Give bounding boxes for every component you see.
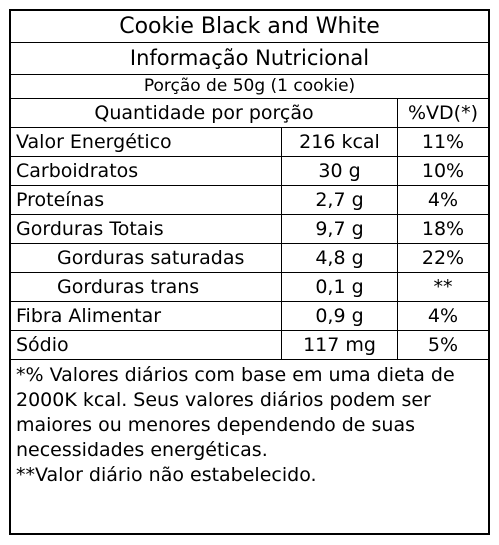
nutrient-amount: 0,1 g xyxy=(281,273,397,301)
footnotes: *% Valores diários com base em uma dieta… xyxy=(11,360,488,488)
table-header: Quantidade por porção %VD(*) xyxy=(11,99,488,128)
nutrient-amount: 30 g xyxy=(281,157,397,185)
nutrient-daily-value: 11% xyxy=(397,128,488,156)
nutrient-name: Gorduras saturadas xyxy=(57,247,245,269)
nutrition-facts-label: Cookie Black and White Informação Nutric… xyxy=(9,9,490,535)
nutrient-row-trans-fat: Gorduras trans 0,1 g ** xyxy=(11,273,488,302)
nutrient-row-saturated-fat: Gorduras saturadas 4,8 g 22% xyxy=(11,244,488,273)
panel-title: Informação Nutricional xyxy=(11,43,488,75)
nutrient-row-fiber: Fibra Alimentar 0,9 g 4% xyxy=(11,302,488,331)
nutrient-row-total-fat: Gorduras Totais 9,7 g 18% xyxy=(11,215,488,244)
nutrient-name: Proteínas xyxy=(16,189,105,211)
nutrient-amount: 2,7 g xyxy=(281,186,397,214)
nutrient-amount: 4,8 g xyxy=(281,244,397,272)
nutrient-name: Gorduras trans xyxy=(57,276,200,298)
daily-values-footnote: *% Valores diários com base em uma dieta… xyxy=(16,364,455,461)
nutrient-row-energy: Valor Energético 216 kcal 11% xyxy=(11,128,488,157)
nutrient-name: Gorduras Totais xyxy=(16,218,164,240)
nutrient-name: Carboidratos xyxy=(16,160,139,182)
quantity-header: Quantidade por porção xyxy=(94,102,314,124)
nutrient-daily-value: 4% xyxy=(397,302,488,330)
nutrient-daily-value: ** xyxy=(397,273,488,301)
nutrient-amount: 0,9 g xyxy=(281,302,397,330)
nutrient-daily-value: 18% xyxy=(397,215,488,243)
product-name: Cookie Black and White xyxy=(11,11,488,43)
nutrient-row-carbohydrates: Carboidratos 30 g 10% xyxy=(11,157,488,186)
nutrient-daily-value: 10% xyxy=(397,157,488,185)
nutrient-name: Fibra Alimentar xyxy=(16,305,162,327)
nutrient-amount: 117 mg xyxy=(281,331,397,359)
nutrient-daily-value: 5% xyxy=(397,331,488,359)
nutrient-daily-value: 4% xyxy=(397,186,488,214)
serving-size: Porção de 50g (1 cookie) xyxy=(11,75,488,99)
nutrient-amount: 216 kcal xyxy=(281,128,397,156)
nutrient-name: Sódio xyxy=(16,334,69,356)
not-established-footnote: **Valor diário não estabelecido. xyxy=(16,464,317,486)
nutrient-row-sodium: Sódio 117 mg 5% xyxy=(11,331,488,360)
nutrient-row-proteins: Proteínas 2,7 g 4% xyxy=(11,186,488,215)
nutrient-name: Valor Energético xyxy=(16,131,172,153)
nutrient-amount: 9,7 g xyxy=(281,215,397,243)
nutrient-daily-value: 22% xyxy=(397,244,488,272)
daily-value-header: %VD(*) xyxy=(397,99,488,127)
